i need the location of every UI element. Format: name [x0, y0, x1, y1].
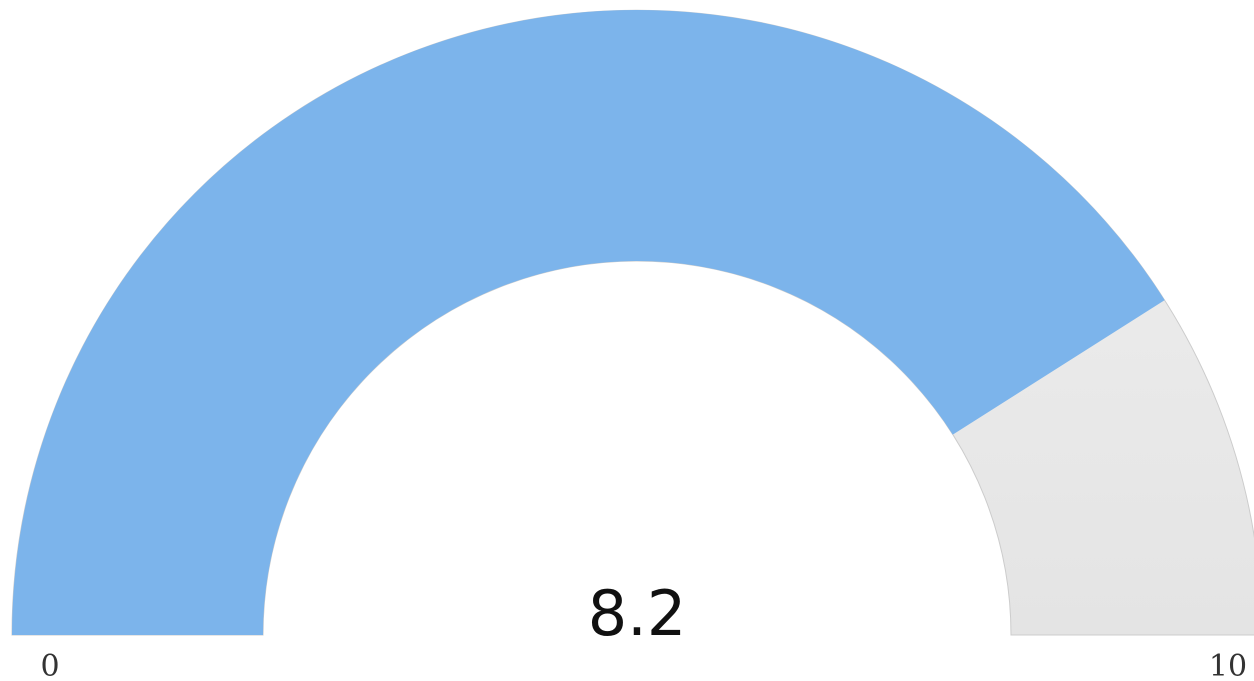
gauge-value-label: 8.2: [588, 577, 687, 650]
gauge-min-label: 0: [40, 649, 59, 681]
gauge-value-band: [12, 10, 1165, 636]
gauge-max-label: 10: [1209, 649, 1247, 681]
